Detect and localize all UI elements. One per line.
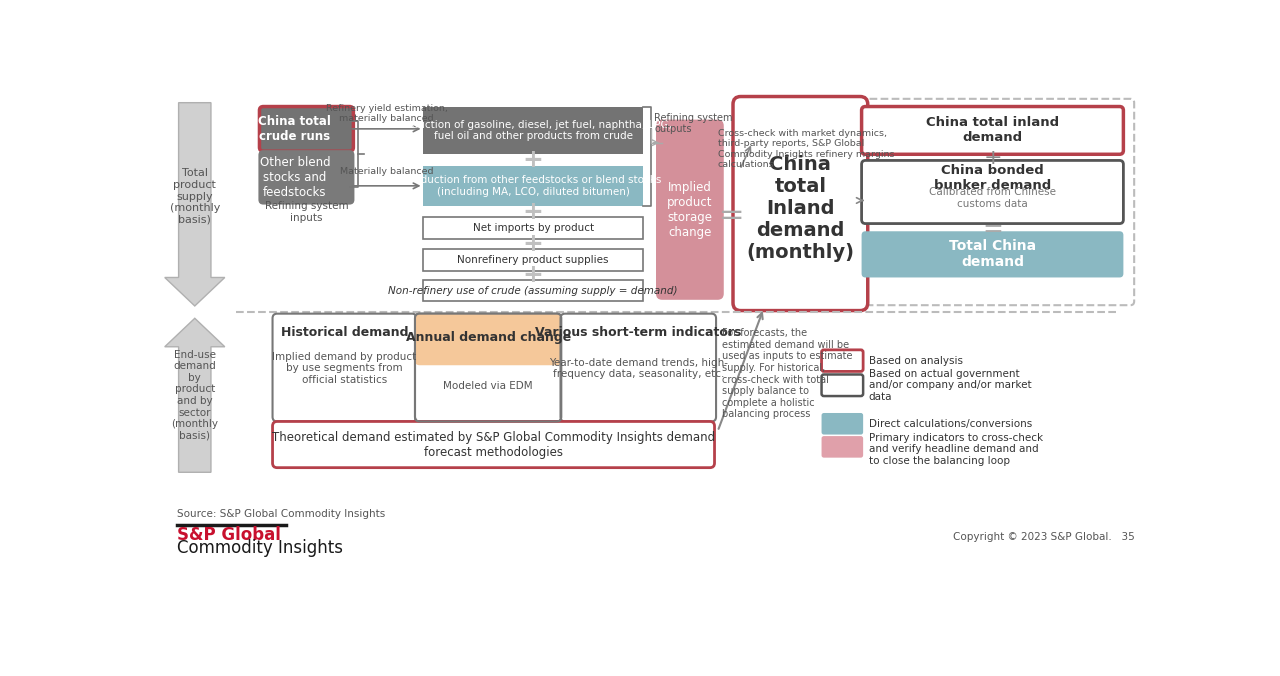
Bar [424,249,643,270]
FancyBboxPatch shape [861,231,1124,277]
Text: Calibrated from Chinese
customs data: Calibrated from Chinese customs data [929,187,1056,209]
Text: China total inland
demand: China total inland demand [925,116,1059,145]
Text: =: = [718,201,744,231]
FancyBboxPatch shape [260,151,353,203]
Text: Based on analysis: Based on analysis [869,356,963,366]
Bar [424,166,643,206]
Text: Annual demand change: Annual demand change [406,331,571,344]
FancyBboxPatch shape [851,99,1134,305]
Text: Nonrefinery product supplies: Nonrefinery product supplies [457,255,609,265]
Text: Refining system
inputs: Refining system inputs [265,201,348,223]
Text: Non-refinery use of crude (assuming supply = demand): Non-refinery use of crude (assuming supp… [388,285,678,295]
Text: Production from other feedstocks or blend stocks
(including MA, LCO, diluted bit: Production from other feedstocks or blen… [404,175,662,197]
Bar [424,280,643,301]
FancyBboxPatch shape [415,314,562,421]
Text: Net imports by product: Net imports by product [472,223,594,233]
FancyBboxPatch shape [260,107,353,151]
Polygon shape [165,318,225,473]
Text: +: + [522,149,544,172]
Text: Cross-check with market dynamics,
third-party reports, S&P Global
Commodity Insi: Cross-check with market dynamics, third-… [718,129,895,169]
Text: +: + [983,148,1002,168]
Text: Implied demand by product
by use segments from
official statistics: Implied demand by product by use segment… [273,352,417,385]
Text: S&P Global: S&P Global [177,527,280,544]
FancyBboxPatch shape [861,107,1124,154]
Text: For forecasts, the
estimated demand will be
used as inputs to estimate
supply. F: For forecasts, the estimated demand will… [722,328,852,419]
Text: Source: S&P Global Commodity Insights: Source: S&P Global Commodity Insights [177,509,385,519]
Text: Implied
product
storage
change: Implied product storage change [667,180,713,239]
Text: Other blend
stocks and
feedstocks: Other blend stocks and feedstocks [260,156,330,199]
Bar [424,218,643,239]
FancyBboxPatch shape [273,421,714,468]
Text: +: + [522,200,544,224]
Text: Commodity Insights: Commodity Insights [177,539,343,557]
FancyBboxPatch shape [561,314,716,421]
Text: Based on actual government
and/or company and/or market
data: Based on actual government and/or compan… [869,368,1032,402]
Text: Refining system
outputs: Refining system outputs [654,113,733,135]
FancyBboxPatch shape [657,120,723,299]
Text: Total China
demand: Total China demand [948,239,1036,270]
Text: Year-to-date demand trends, high-
frequency data, seasonality, etc.: Year-to-date demand trends, high- freque… [549,358,728,379]
Text: China total
crude runs: China total crude runs [259,115,332,143]
Polygon shape [165,103,225,306]
Text: +: + [522,263,544,287]
Text: Total
product
supply
(monthly
basis): Total product supply (monthly basis) [169,168,220,225]
Text: Production of gasoline, diesel, jet fuel, naphtha, LPG,
fuel oil and other produ: Production of gasoline, diesel, jet fuel… [394,120,672,141]
FancyBboxPatch shape [273,314,416,421]
Text: +: + [522,233,544,256]
FancyBboxPatch shape [822,413,863,435]
Text: Copyright © 2023 S&P Global.   35: Copyright © 2023 S&P Global. 35 [954,532,1135,542]
Text: Modeled via EDM: Modeled via EDM [443,381,532,391]
Text: Refinery yield estimation,
materially balanced: Refinery yield estimation, materially ba… [325,103,448,123]
Bar [424,107,643,154]
Text: Various short-term indicators: Various short-term indicators [535,326,741,339]
Text: Direct calculations/conversions: Direct calculations/conversions [869,418,1032,429]
FancyBboxPatch shape [415,314,562,365]
Text: Materially balanced: Materially balanced [339,167,433,176]
Text: China
total
Inland
demand
(monthly): China total Inland demand (monthly) [746,155,854,262]
Text: China bonded
bunker demand: China bonded bunker demand [934,164,1051,192]
Text: Historical demand: Historical demand [280,326,408,339]
FancyBboxPatch shape [861,160,1124,224]
Text: Primary indicators to cross-check
and verify headline demand and
to close the ba: Primary indicators to cross-check and ve… [869,433,1043,466]
FancyBboxPatch shape [822,350,863,371]
FancyBboxPatch shape [822,436,863,458]
FancyBboxPatch shape [822,375,863,396]
Text: Theoretical demand estimated by S&P Global Commodity Insights demand
forecast me: Theoretical demand estimated by S&P Glob… [271,431,716,458]
Text: End-use
demand
by
product
and by
sector
(monthly
basis): End-use demand by product and by sector … [172,349,219,441]
FancyBboxPatch shape [733,97,868,310]
Text: =: = [982,217,1004,241]
